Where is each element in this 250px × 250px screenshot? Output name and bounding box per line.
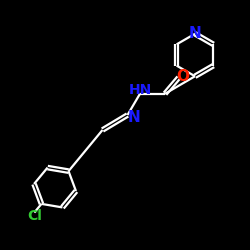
Text: HN: HN bbox=[128, 83, 152, 97]
Text: O: O bbox=[176, 69, 189, 84]
Text: Cl: Cl bbox=[27, 209, 42, 223]
Text: N: N bbox=[128, 110, 140, 125]
Text: N: N bbox=[189, 26, 202, 41]
